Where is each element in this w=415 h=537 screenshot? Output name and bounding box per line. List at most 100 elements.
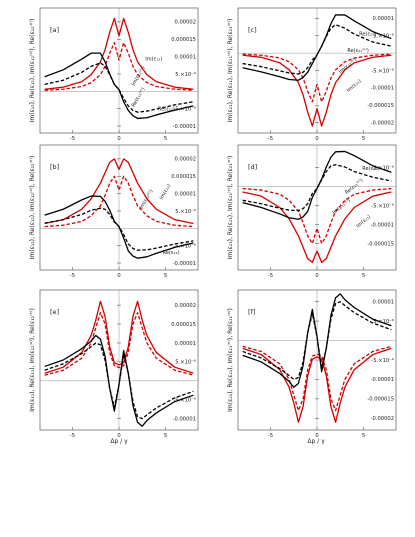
x-tick-label: 0 bbox=[315, 433, 318, 439]
x-tick-label: -5 bbox=[268, 433, 273, 439]
y-tick-label: -0.00001 bbox=[371, 86, 394, 92]
curve-annotation: Im(ε₂₁) bbox=[346, 78, 363, 94]
series-line bbox=[44, 207, 194, 251]
y-tick-label: 5.×10⁻⁶ bbox=[373, 34, 394, 40]
series-line bbox=[242, 53, 392, 103]
x-tick-label: 5 bbox=[362, 433, 365, 439]
y-axis-title: Im(ε₁₂), Re(ε₁₂), Im(ε₁₂⁽ᵉ⁾), Re(ε₁₂⁽ᵉ⁾) bbox=[29, 156, 36, 260]
y-tick-label: 0.000015 bbox=[171, 37, 196, 43]
y-axis-title: Im(ε₁₂), Re(ε₁₂), Im(ε₁₂⁽ᵉ⁾), Re(ε₁₂⁽ᵉ⁾) bbox=[29, 19, 36, 123]
y-tick-label: 5.×10⁻⁶ bbox=[373, 319, 394, 325]
x-tick-label: 0 bbox=[315, 136, 318, 142]
chart-panel: -5 0 5 -0.00002 -0.000015 -0.00001 -5.×10⁻⁶ 5.×… bbox=[227, 289, 397, 439]
x-tick-label: -5 bbox=[268, 273, 273, 279]
panel-tag: [b] bbox=[50, 163, 59, 171]
y-tick-label: -0.00001 bbox=[173, 261, 196, 267]
y-tick-label: 0.000015 bbox=[171, 174, 196, 180]
y-tick-label: -5.×10⁻⁶ bbox=[173, 106, 196, 112]
series-line bbox=[242, 347, 392, 423]
x-tick-label: -5 bbox=[70, 136, 75, 142]
series-line bbox=[242, 150, 392, 220]
y-axis-title: Im(ε₂₁), Re(ε₂₁), Im(ε₂₁⁽ᵉ⁾), Re(ε₂₁⁽ᵉ⁾) bbox=[227, 308, 234, 412]
y-tick-label: -0.00001 bbox=[173, 124, 196, 130]
x-tick-label: 5 bbox=[362, 273, 365, 279]
curve-annotation: Im(ε₁₂) bbox=[145, 57, 162, 63]
y-tick-label: -5.×10⁻⁶ bbox=[371, 358, 394, 364]
x-tick-label: 5 bbox=[362, 136, 365, 142]
curve-annotation: Im(ε₁₂⁽ᵉ⁾) bbox=[139, 189, 155, 211]
x-axis-title-left: Δp / γ bbox=[110, 438, 128, 445]
series-line bbox=[242, 345, 392, 412]
series-line bbox=[44, 342, 194, 420]
series-line bbox=[242, 24, 392, 75]
chart-panel: -5 0 5 -0.00001 -5.×10⁻⁶ 5.×10⁻⁶ 0.00001 0.0000… bbox=[29, 144, 199, 279]
curve-annotation: Re(ε₂₁) bbox=[362, 166, 379, 172]
panel-tag: [f] bbox=[248, 308, 255, 316]
y-tick-label: 0.00001 bbox=[373, 299, 394, 305]
panels-layer: -5 0 5 -0.00001 -5.×10⁻⁶ 5.×10⁻⁶ 0.00001 0.0000… bbox=[29, 7, 397, 439]
series-line bbox=[44, 62, 194, 113]
chart-panel: -5 0 5 -0.00002 -0.000015 -0.00001 -5.×10⁻⁶ 5.×… bbox=[227, 7, 397, 142]
x-tick-label: 5 bbox=[164, 136, 167, 142]
y-tick-label: -0.000015 bbox=[367, 103, 394, 109]
curve-annotation: Re(ε₁₂) bbox=[163, 250, 180, 256]
curve-annotation: Re(ε₂₁⁽ᵉ⁾) bbox=[347, 48, 369, 54]
x-tick-label: 5 bbox=[164, 433, 167, 439]
series-line bbox=[44, 158, 194, 225]
curve-annotation: Re(ε₂₁) bbox=[359, 32, 376, 38]
y-tick-label: 0.00002 bbox=[175, 157, 196, 163]
x-axis-title-right: Δp / γ bbox=[307, 438, 325, 445]
chart-panel: -5 0 5 -0.000015 -0.00001 -5.×10⁻⁶ 5.×10⁻⁶ Im(ε… bbox=[227, 144, 397, 279]
y-tick-label: -0.00001 bbox=[173, 416, 196, 422]
panel-tag: [e] bbox=[50, 308, 59, 316]
y-tick-label: -0.000015 bbox=[367, 241, 394, 247]
y-tick-label: -0.000015 bbox=[367, 397, 394, 403]
y-tick-label: 5.×10⁻⁶ bbox=[175, 360, 196, 366]
y-tick-label: 5.×10⁻⁶ bbox=[175, 209, 196, 215]
x-tick-label: 0 bbox=[117, 273, 120, 279]
x-tick-label: -5 bbox=[70, 273, 75, 279]
series-line bbox=[242, 187, 392, 245]
x-tick-label: -5 bbox=[70, 433, 75, 439]
panel-tag: [c] bbox=[248, 26, 257, 34]
panel-tag: [d] bbox=[248, 163, 257, 171]
y-tick-label: -5.×10⁻⁶ bbox=[173, 398, 196, 404]
curve-annotation: Im(ε₁₂⁽ᵉ⁾) bbox=[131, 65, 147, 87]
series-line bbox=[44, 52, 194, 120]
y-tick-label: 0.000015 bbox=[171, 322, 196, 328]
y-tick-label: -0.00001 bbox=[371, 377, 394, 383]
x-tick-label: -5 bbox=[268, 136, 273, 142]
y-tick-label: -5.×10⁻⁶ bbox=[371, 203, 394, 209]
y-axis-title: Im(ε₂₁), Re(ε₂₁), Im(ε₂₁⁽ᵉ⁾), Re(ε₂₁⁽ᵉ⁾) bbox=[227, 156, 234, 260]
series-line bbox=[44, 42, 194, 91]
y-tick-label: 0.00002 bbox=[175, 20, 196, 26]
series-line bbox=[242, 54, 392, 127]
series-line bbox=[242, 191, 392, 264]
series-line bbox=[44, 17, 194, 90]
y-tick-label: -0.00002 bbox=[371, 416, 394, 422]
y-tick-label: 0.00001 bbox=[373, 16, 394, 22]
curve-annotation: Im(ε₂₁) bbox=[355, 214, 372, 230]
y-tick-label: -0.00001 bbox=[371, 222, 394, 228]
y-tick-label: 0.00001 bbox=[175, 54, 196, 60]
y-tick-label: -5.×10⁻⁶ bbox=[371, 68, 394, 74]
curve-annotation: Re(ε₁₂⁽ᵉ⁾) bbox=[131, 87, 147, 109]
x-tick-label: 0 bbox=[315, 273, 318, 279]
y-tick-label: -0.00002 bbox=[371, 120, 394, 126]
y-tick-label: 0.00002 bbox=[175, 303, 196, 309]
y-tick-label: 5.×10⁻⁶ bbox=[373, 166, 394, 172]
series-line bbox=[44, 312, 194, 376]
x-tick-label: 0 bbox=[117, 433, 120, 439]
y-tick-label: 0.00001 bbox=[175, 191, 196, 197]
series-line bbox=[242, 164, 392, 212]
curve-annotation: Im(ε₁₂) bbox=[159, 183, 173, 201]
chart-panel: -5 0 5 -0.00001 -5.×10⁻⁶ 5.×10⁻⁶ 0.00001 0.0000… bbox=[29, 7, 199, 142]
curve-annotation: Re(ε₁₂) bbox=[158, 107, 175, 113]
y-axis-title: Im(ε₁₂), Re(ε₁₂), Im(ε₁₂⁽ᵉ⁾), Re(ε₁₂⁽ᵉ⁾) bbox=[29, 308, 36, 412]
series-line bbox=[242, 293, 392, 388]
chart-panel: -5 0 5 -0.00001 -5.×10⁻⁶ 5.×10⁻⁶ 0.00001 0.0000… bbox=[29, 289, 199, 439]
y-tick-label: -5.×10⁻⁶ bbox=[173, 243, 196, 249]
y-axis-title: Im(ε₂₁), Re(ε₂₁), Im(ε₂₁⁽ᵉ⁾), Re(ε₂₁⁽ᵉ⁾) bbox=[227, 19, 234, 123]
series-line bbox=[242, 301, 392, 381]
